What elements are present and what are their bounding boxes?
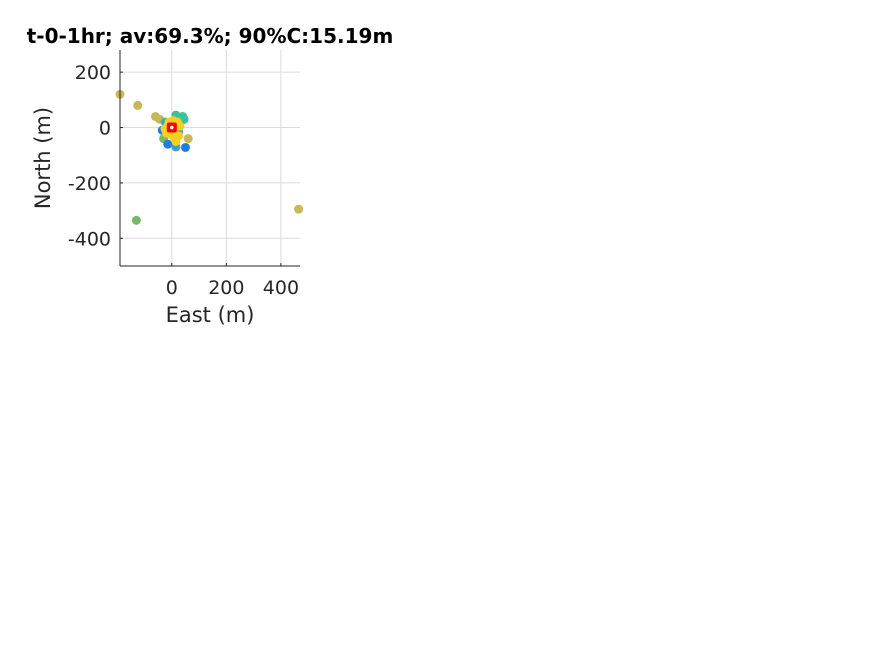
origin-center <box>170 125 174 130</box>
y-tick-label: 200 <box>75 62 111 84</box>
data-point <box>131 215 141 225</box>
data-point <box>133 100 143 110</box>
data-points <box>115 89 304 225</box>
y-tick-label: -400 <box>68 228 111 250</box>
y-tick-label: 0 <box>99 118 111 140</box>
data-point <box>294 204 304 214</box>
axes <box>119 50 300 267</box>
x-tick-label: 200 <box>208 277 244 299</box>
y-tick-label: -200 <box>68 173 111 195</box>
chart-title: t-0-1hr; av:69.3%; 90%C:15.19m <box>27 24 394 48</box>
x-axis-label: East (m) <box>166 303 255 327</box>
grid-lines <box>120 50 300 266</box>
y-axis-label: North (m) <box>31 107 55 209</box>
x-tick-label: 400 <box>263 277 299 299</box>
data-point <box>175 121 185 131</box>
tick-labels: 0 200 400 200 0 -200 -400 <box>68 62 299 299</box>
data-point <box>163 139 173 149</box>
data-point <box>171 136 181 146</box>
x-tick-label: 0 <box>166 277 178 299</box>
data-point <box>180 142 190 152</box>
data-point <box>183 134 193 144</box>
